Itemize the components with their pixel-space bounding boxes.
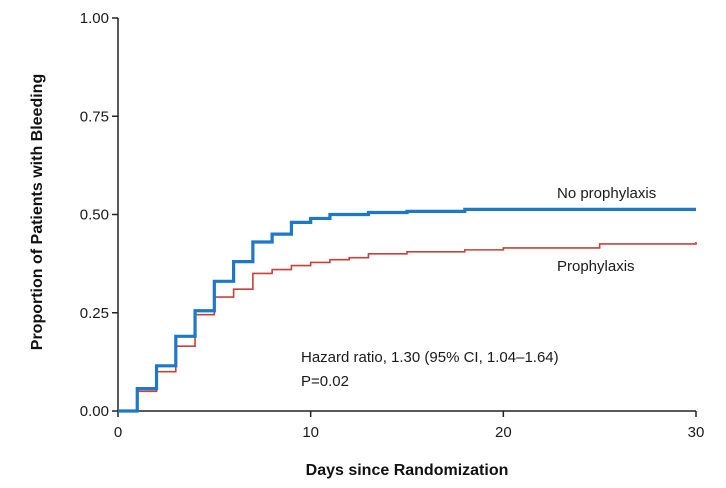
series-label-prophylaxis: Prophylaxis xyxy=(557,258,635,275)
x-tick-label: 20 xyxy=(495,424,512,441)
x-tick-label: 30 xyxy=(688,424,705,441)
x-ticks: 0 10 20 30 xyxy=(114,411,705,441)
y-axis-title: Proportion of Patients with Bleeding xyxy=(29,74,46,350)
y-tick-label: 1.00 xyxy=(80,10,109,27)
p-value-annotation: P=0.02 xyxy=(301,373,349,390)
x-axis-title: Days since Randomization xyxy=(306,462,509,479)
y-tick-label: 0.25 xyxy=(80,305,109,322)
hazard-ratio-annotation: Hazard ratio, 1.30 (95% CI, 1.04–1.64) xyxy=(301,349,559,366)
series-lines xyxy=(118,207,697,413)
y-tick-label: 0.00 xyxy=(80,403,109,420)
y-tick-label: 0.75 xyxy=(80,108,109,125)
x-tick-label: 0 xyxy=(114,424,122,441)
x-tick-label: 10 xyxy=(302,424,319,441)
y-ticks: 0.00 0.25 0.50 0.75 1.00 xyxy=(80,10,118,420)
series-label-no-prophylaxis: No prophylaxis xyxy=(557,185,656,202)
y-tick-label: 0.50 xyxy=(80,207,109,224)
series-line-no-prophylaxis xyxy=(118,207,696,413)
